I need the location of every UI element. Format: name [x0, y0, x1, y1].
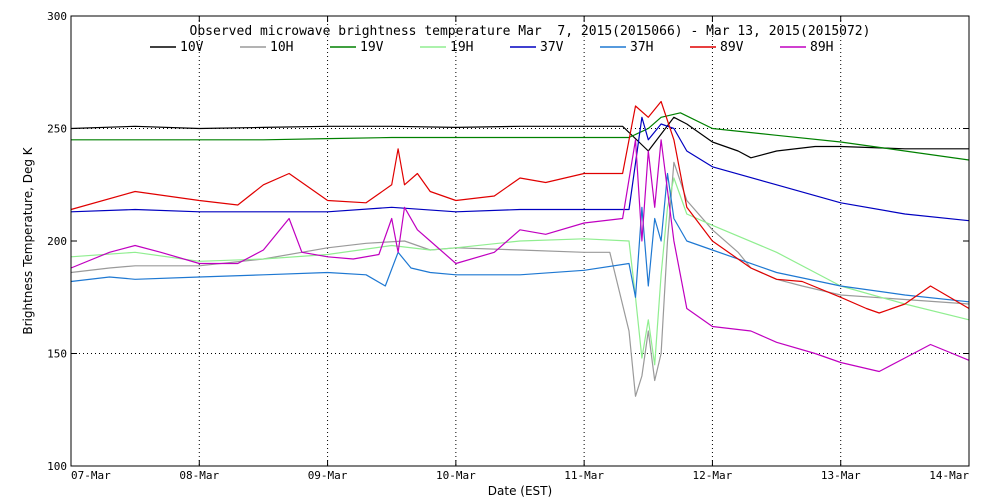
x-tick-label: 11-Mar [564, 469, 604, 482]
x-tick-label: 14-Mar [929, 469, 969, 482]
y-tick-label: 250 [47, 123, 67, 136]
x-axis-title: Date (EST) [488, 484, 552, 498]
x-tick-label: 10-Mar [436, 469, 476, 482]
legend-label-37h: 37H [630, 40, 653, 55]
legend: 10V 10H 19V 19H 37V 37H 89V 89H [150, 40, 833, 55]
y-axis-title: Brightness Temperature, Deg K [21, 146, 35, 334]
x-tick-label: 13-Mar [821, 469, 861, 482]
legend-label-37v: 37V [540, 40, 564, 55]
series-line-10h [70, 161, 970, 397]
legend-label-89v: 89V [720, 40, 744, 55]
y-tick-label: 150 [47, 348, 67, 361]
legend-label-10h: 10H [270, 40, 293, 55]
legend-label-19h: 19H [450, 40, 473, 55]
y-tick-label: 100 [47, 460, 67, 473]
legend-label-19v: 19V [360, 40, 384, 55]
x-tick-label: 08-Mar [179, 469, 219, 482]
x-tick-label: 07-Mar [71, 469, 111, 482]
x-tick-label: 12-Mar [693, 469, 733, 482]
legend-label-89h: 89H [810, 40, 833, 55]
legend-label-10v: 10V [180, 40, 204, 55]
series-layer [70, 100, 970, 397]
series-line-89v [70, 100, 970, 314]
series-line-37h [70, 172, 970, 303]
series-line-89h [70, 139, 970, 373]
y-axis: 100 150 200 250 300 [47, 10, 969, 473]
x-tick-label: 09-Mar [308, 469, 348, 482]
series-line-19h [70, 177, 970, 366]
y-tick-label: 300 [47, 10, 67, 23]
x-axis: 07-Mar 08-Mar 09-Mar 10-Mar 11-Mar 12-Mar 13-M… [70, 16, 970, 482]
chart-title: Observed microwave brightness temperatur… [190, 24, 871, 39]
y-tick-label: 200 [47, 235, 67, 248]
series-line-19v [71, 112, 970, 161]
series-line-37v [70, 116, 970, 222]
